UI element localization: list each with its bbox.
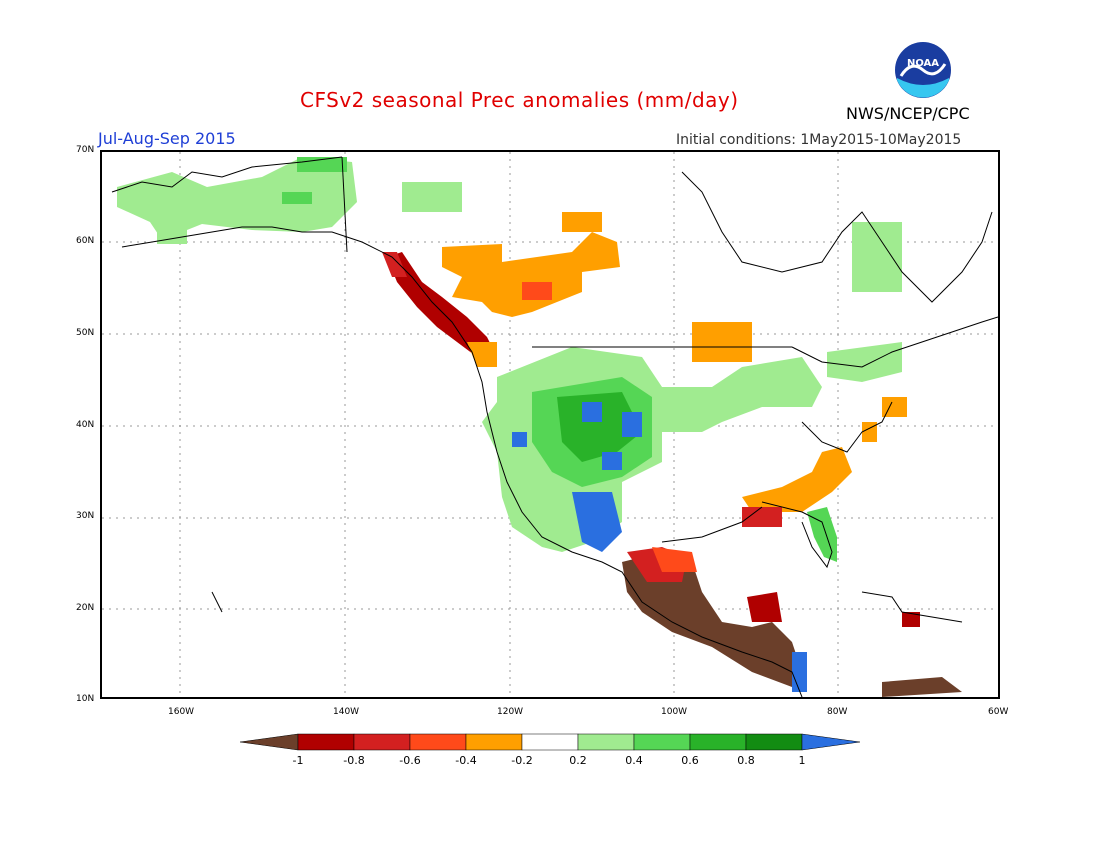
anomaly-southeast-us (742, 397, 907, 527)
noaa-logo: NOAA (893, 40, 953, 104)
lon-label-160w: 160W (168, 707, 195, 717)
colorbar-legend: -1 -0.8 -0.6 -0.4 -0.2 0.2 0.4 0.6 0.8 1 (239, 732, 870, 776)
colorbar-swatch (521, 733, 579, 751)
colorbar-label: -0.2 (511, 754, 532, 767)
colorbar-label: 0.6 (681, 754, 699, 767)
lat-label-70n: 70N (76, 145, 95, 155)
anomaly-central-us (482, 222, 902, 552)
colorbar-swatch (633, 733, 691, 751)
lon-label-100w: 100W (661, 707, 688, 717)
lat-label-20n: 20N (76, 603, 95, 613)
colorbar-right-arrow (801, 733, 861, 751)
colorbar-label: 0.4 (625, 754, 643, 767)
colorbar-label: -0.6 (399, 754, 420, 767)
lon-label-80w: 80W (827, 707, 848, 717)
noaa-logo-text: NOAA (907, 58, 939, 69)
lat-label-60n: 60N (76, 236, 95, 246)
colorbar-label: 1 (799, 754, 806, 767)
lat-label-50n: 50N (76, 328, 95, 338)
colorbar-label: 0.8 (737, 754, 755, 767)
colorbar-left-arrow (239, 733, 299, 751)
coastlines (111, 156, 999, 698)
anomaly-florida (807, 507, 837, 562)
colorbar-label: 0.2 (569, 754, 587, 767)
lat-label-40n: 40N (76, 420, 95, 430)
colorbar-swatch (577, 733, 635, 751)
colorbar-swatch (297, 733, 355, 751)
colorbar-svg: -1 -0.8 -0.6 -0.4 -0.2 0.2 0.4 0.6 0.8 1 (239, 733, 861, 767)
colorbar-label: -0.8 (343, 754, 364, 767)
map-svg (102, 152, 999, 698)
season-label: Jul-Aug-Sep 2015 (98, 129, 236, 148)
colorbar-swatch (409, 733, 467, 751)
colorbar-swatch (689, 733, 747, 751)
lon-label-120w: 120W (497, 707, 524, 717)
colorbar-label: -1 (293, 754, 304, 767)
colorbar-swatch (465, 733, 523, 751)
initial-conditions-label: Initial conditions: 1May2015-10May2015 (676, 132, 962, 148)
agency-label: NWS/NCEP/CPC (846, 104, 970, 123)
colorbar-label: -0.4 (455, 754, 476, 767)
anomaly-west-canada (442, 212, 752, 362)
anomaly-mexico (622, 547, 962, 697)
colorbar-swatch (353, 733, 411, 751)
map-title: CFSv2 seasonal Prec anomalies (mm/day) (300, 88, 739, 112)
colorbar-swatch (745, 733, 803, 751)
lat-label-10n: 10N (76, 694, 95, 704)
lon-label-140w: 140W (333, 707, 360, 717)
anomaly-alaska (117, 157, 462, 244)
lat-label-30n: 30N (76, 511, 95, 521)
map-area (100, 150, 1000, 699)
lon-label-60w: 60W (988, 707, 1009, 717)
